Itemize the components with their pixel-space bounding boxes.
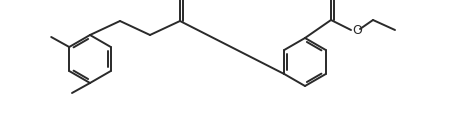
Text: O: O: [352, 25, 362, 38]
